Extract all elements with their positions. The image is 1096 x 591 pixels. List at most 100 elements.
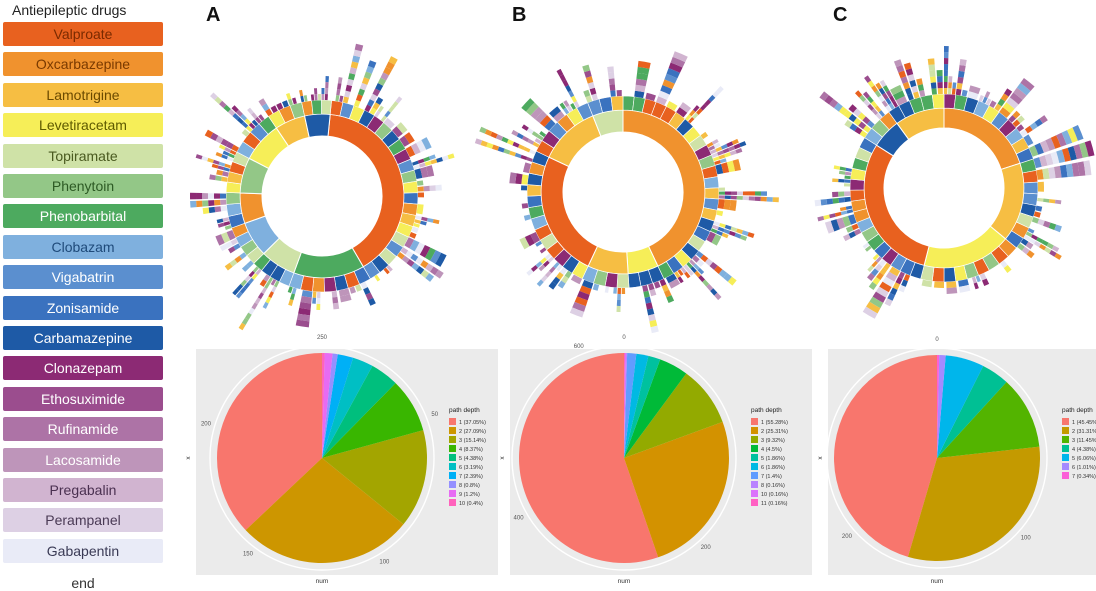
sunburst-a-spike-6-1-1-0 xyxy=(241,129,250,137)
sunburst-a-spike-0-9-1-0 xyxy=(412,160,419,166)
pie-a-tick-1: 50 xyxy=(431,412,438,418)
sunburst-c-spike-1-6-1-3 xyxy=(1041,239,1049,247)
sunburst-b-ring2-5-2 xyxy=(610,95,624,111)
pie-c-tick-1: 200 xyxy=(842,534,853,540)
sunburst-c-spike-2-1-1-1 xyxy=(1003,265,1012,273)
sunburst-a-spike-0-17-0-3 xyxy=(415,256,424,265)
sunburst-a-spike-1-5-0-2 xyxy=(299,301,312,310)
sunburst-c-spike-4-0-1-4 xyxy=(843,110,853,119)
sunburst-a-spike-0-1-0-8 xyxy=(353,49,362,58)
sunburst-c-spike-4-0-0-2 xyxy=(849,123,858,132)
sunburst-b-spike-0-13-2-7 xyxy=(760,196,767,202)
sunburst-b-spike-1-0-0-1 xyxy=(661,284,669,292)
sunburst-b-spike-0-10-0-5 xyxy=(739,141,747,148)
sunburst-a-spike-3-1-0-1 xyxy=(234,255,243,264)
sunburst-a-spike-0-14-1-0 xyxy=(414,219,421,224)
sunburst-a-spike-1-2-0-0 xyxy=(338,288,350,297)
sunburst-c-spike-5-4-0-3 xyxy=(929,70,936,77)
sunburst-b-spike-5-2-0-3 xyxy=(607,72,615,79)
sunburst-c-spike-1-7-0-0 xyxy=(1020,238,1029,246)
sunburst-c-spike-4-0-1-3 xyxy=(848,113,857,123)
sunburst-c-spike-0-3-2-0 xyxy=(985,98,992,106)
sunburst-c-spike-4-1-0-2 xyxy=(857,112,866,121)
sunburst-a-spike-0-17-1-2 xyxy=(406,259,415,267)
sunburst-b-spike-3-12-0-1 xyxy=(520,154,528,161)
sunburst-c-spike-3-9-0-1 xyxy=(840,210,848,216)
sunburst-c-spike-1-0-0-9 xyxy=(1084,140,1095,157)
legend-item-lamotrigine: Lamotrigine xyxy=(3,82,163,107)
sunburst-b-spike-0-14-0-0 xyxy=(717,199,725,210)
sunburst-a-spike-8-1-1-1 xyxy=(313,88,318,95)
sunburst-b-spike-3-10-0-0 xyxy=(521,174,529,185)
sunburst-c-spike-0-0-0-4 xyxy=(944,64,949,71)
sunburst-a-spike-0-17-1-4 xyxy=(415,266,425,275)
sunburst-c-spike-1-1-0-5 xyxy=(1065,163,1074,178)
sunburst-a-spike-2-3-0-0 xyxy=(255,268,262,276)
sunburst-b-spike-3-12-0-4 xyxy=(503,148,511,155)
sunburst-a-spike-2-2-0-1 xyxy=(259,279,267,287)
sunburst-c-spike-0-9-0-6 xyxy=(1061,130,1073,145)
pie-a-legend-swatch-1 xyxy=(449,418,456,425)
sunburst-a-spike-5-2-1-0 xyxy=(224,163,231,169)
pie-b-legend-label-2: 2 (25.31%) xyxy=(761,429,788,435)
sunburst-c-spike-0-5-0-5 xyxy=(1016,82,1031,96)
pie-a-legend-swatch-10 xyxy=(449,499,456,506)
sunburst-c-spike-4-0-1-1 xyxy=(858,121,867,130)
sunburst-a-spike-0-4-2-2 xyxy=(388,105,395,113)
sunburst-a-spike-2-1-0-2 xyxy=(268,291,274,299)
sunburst-a-spike-0-8-0-3 xyxy=(421,137,432,150)
sunburst-b-ring2-3-8 xyxy=(526,195,543,209)
sunburst-c-spike-1-7-1-2 xyxy=(1026,250,1035,259)
pie-b-slice-1 xyxy=(519,353,659,563)
sunburst-a-spike-2-3-1-3 xyxy=(240,279,248,287)
sunburst-a-spike-0-0-2-0 xyxy=(339,95,344,103)
sunburst-b-spike-1-1-0-0 xyxy=(648,283,655,291)
sunburst-c-spike-4-2-0-0 xyxy=(875,112,882,120)
pie-b-ylabel: x xyxy=(499,456,506,460)
sunburst-a-spike-0-16-0-4 xyxy=(424,247,436,261)
sunburst-a-spike-0-17-0-6 xyxy=(430,266,439,276)
sunburst-a-spike-0-3-0-1 xyxy=(367,99,375,107)
sunburst-a-spike-6-2-0-5 xyxy=(223,104,231,113)
sunburst-b-spike-0-6-0-2 xyxy=(692,105,700,112)
sunburst-c-spike-2-3-1-0 xyxy=(979,273,987,281)
sunburst-b-spike-3-2-1-2 xyxy=(544,270,552,278)
sunburst-a-spike-0-9-2-4 xyxy=(436,157,444,163)
sunburst-b-spike-0-1-0-5 xyxy=(637,60,651,69)
sunburst-b-spike-3-12-2-9 xyxy=(479,126,487,134)
sunburst-c-spike-3-9-0-5 xyxy=(817,215,825,222)
sunburst-c-spike-4-2-0-2 xyxy=(867,103,875,111)
sunburst-c-spike-4-1-0-4 xyxy=(848,104,857,113)
sunburst-a-spike-6-0-0-2 xyxy=(220,138,229,147)
pie-a-legend-label-7: 7 (2.39%) xyxy=(459,474,483,480)
sunburst-c-spike-3-9-0-4 xyxy=(823,214,830,220)
sunburst-b-spike-0-20-1-7 xyxy=(714,292,722,301)
sunburst-c-spike-3-11-2-1 xyxy=(838,178,845,183)
pie-a-legend-label-1: 1 (37.05%) xyxy=(459,420,486,426)
pie-b-slice-10 xyxy=(624,353,626,458)
sunburst-a-spike-8-2-1-2 xyxy=(325,82,329,89)
sunburst-a-spike-5-3-0-1 xyxy=(221,154,228,160)
sunburst-c-spike-3-3-0-0 xyxy=(883,262,891,271)
sunburst-a-spike-0-3-0-2 xyxy=(369,93,378,102)
sunburst-b-spike-0-13-2-8 xyxy=(766,196,773,202)
sunburst-b-spike-0-9-1-1 xyxy=(713,142,721,149)
sunburst-b-spike-3-1-0-2 xyxy=(557,280,566,289)
sunburst-a-spike-1-3-0-0 xyxy=(331,290,338,298)
sunburst-c-spike-3-4-0-2 xyxy=(867,265,874,273)
legend-item-clonazepam: Clonazepam xyxy=(3,356,163,381)
sunburst-a-ring2-8-1 xyxy=(311,99,322,115)
sunburst-c-spike-5-2-1-0 xyxy=(913,91,920,99)
sunburst-b-spike-4-2-0-0 xyxy=(544,119,556,131)
sunburst-a-spike-2-1-2-1 xyxy=(264,282,271,289)
pie-a-tick-0: 250 xyxy=(317,335,328,341)
sunburst-c-spike-3-2-0-4 xyxy=(875,286,889,298)
sunburst-b-spike-3-12-2-5 xyxy=(501,136,509,143)
legend-item-ethosuximide: Ethosuximide xyxy=(3,386,163,411)
sunburst-c-spike-4-0-0-1 xyxy=(854,126,863,135)
sunburst-b-spike-0-9-2-2 xyxy=(720,143,728,150)
sunburst-b-spike-0-9-2-0 xyxy=(710,148,717,155)
sunburst-b-spike-0-10-1-3 xyxy=(729,150,737,156)
pie-b-slice-2 xyxy=(624,421,729,558)
legend-item-clobazam: Clobazam xyxy=(3,234,163,259)
